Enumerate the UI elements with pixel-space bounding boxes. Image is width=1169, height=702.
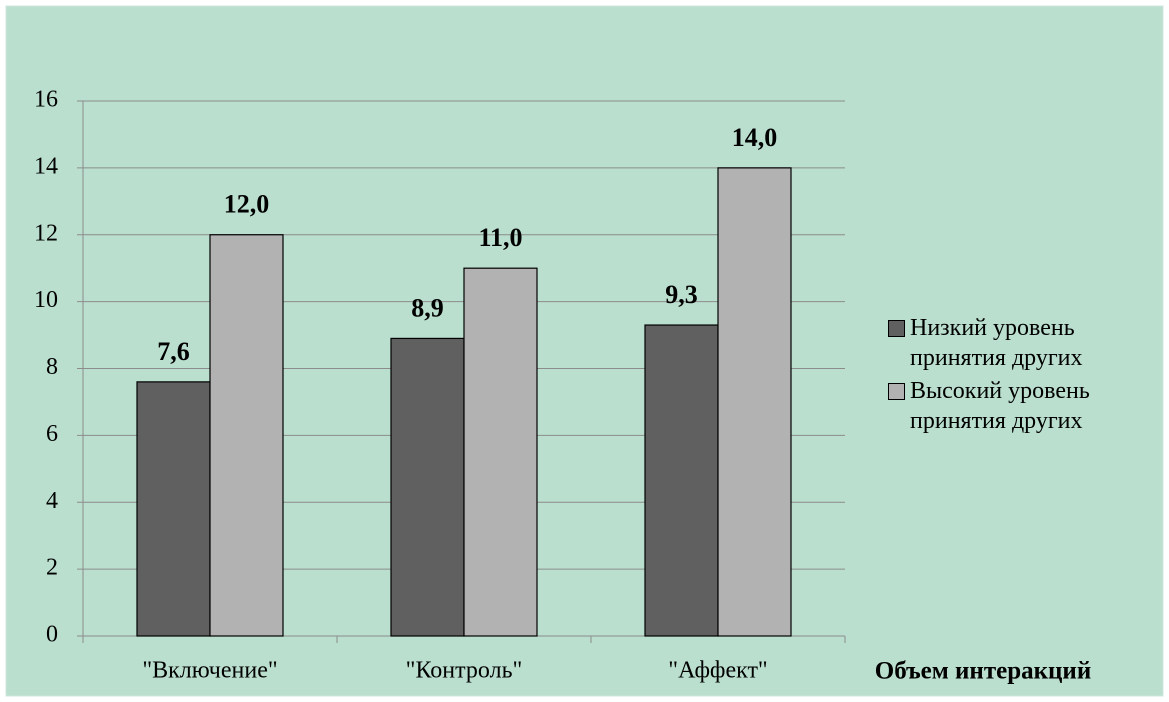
bar [717,167,792,637]
y-tick-label: 12 [34,220,58,246]
value-label: 12,0 [224,190,270,219]
value-label: 9,3 [665,280,698,309]
y-tick-label: 2 [46,555,58,581]
value-label: 14,0 [732,123,778,152]
bar [644,324,719,637]
value-label: 8,9 [411,293,444,322]
legend-label: Низкий уровень принятия других [910,315,1083,371]
legend-item: Низкий уровень принятия других [888,313,1158,373]
legend-label: Высокий уровень принятия других [910,378,1090,434]
y-tick-label: 4 [46,488,58,514]
y-tick-label: 10 [34,287,58,313]
bar [463,267,538,637]
y-tick-label: 0 [46,622,58,648]
x-tick-label: "Аффект" [668,658,767,684]
legend: Низкий уровень принятия других Высокий ур… [888,313,1158,439]
bar [209,234,284,637]
y-tick-label: 8 [46,354,58,380]
x-tick-label: "Контроль" [406,658,523,684]
bar [136,381,211,637]
y-tick-label: 16 [34,87,58,113]
legend-swatch [888,383,905,400]
x-axis-title: Объем интеракций [875,658,1091,685]
x-tick-label: "Включение" [142,658,277,684]
value-label: 11,0 [478,223,522,252]
legend-item: Высокий уровень принятия других [888,376,1158,436]
y-tick-label: 6 [46,421,58,447]
legend-swatch [888,320,905,337]
bar [390,337,465,637]
y-tick-label: 14 [34,153,58,179]
value-label: 7,6 [157,337,190,366]
